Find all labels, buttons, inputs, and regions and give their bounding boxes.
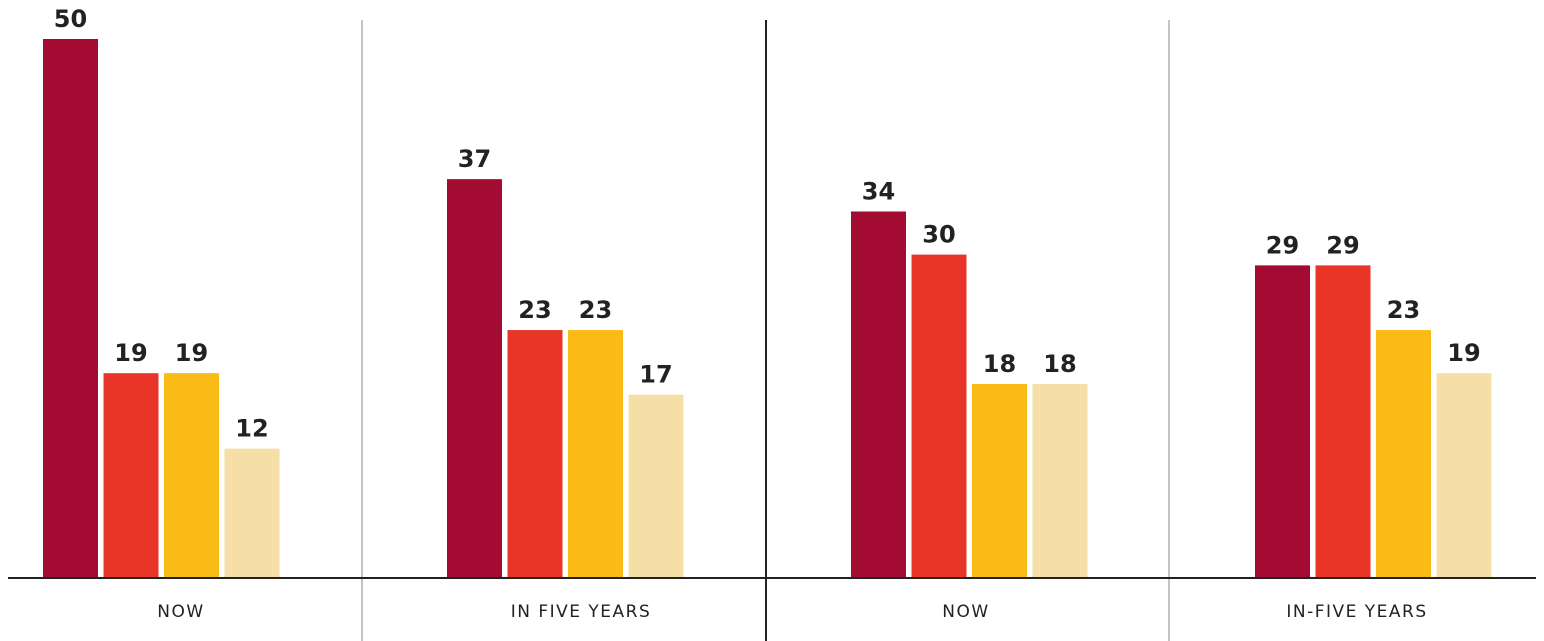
data-label-group-3-series-2: 30 xyxy=(922,221,955,249)
category-label-3: NOW xyxy=(942,602,989,622)
data-label-group-2-series-1: 37 xyxy=(458,145,491,173)
data-label-group-2-series-2: 23 xyxy=(518,296,551,324)
data-label-group-1-series-4: 12 xyxy=(235,415,268,443)
bar-group-1-series-3 xyxy=(164,373,219,578)
data-label-group-2-series-4: 17 xyxy=(639,361,672,389)
data-label-group-4-series-3: 23 xyxy=(1387,296,1420,324)
bar-group-2-series-3 xyxy=(568,330,623,578)
bar-group-4-series-1 xyxy=(1255,265,1310,578)
data-label-group-1-series-2: 19 xyxy=(114,339,147,367)
bar-group-4-series-2 xyxy=(1315,265,1371,578)
bar-group-1-series-1 xyxy=(43,39,98,578)
bar-group-3-series-4 xyxy=(1032,383,1088,578)
data-label-group-4-series-1: 29 xyxy=(1266,231,1299,259)
bar-group-1-series-4 xyxy=(224,448,280,578)
data-label-group-1-series-1: 50 xyxy=(54,5,87,33)
category-label-2: IN FIVE YEARS xyxy=(511,602,652,622)
category-label-4: IN-FIVE YEARS xyxy=(1286,602,1427,622)
bar-group-2-series-2 xyxy=(507,330,563,578)
bar-group-3-series-3 xyxy=(972,383,1027,578)
bar-group-3-series-1 xyxy=(851,211,906,579)
bar-group-1-series-2 xyxy=(103,373,159,578)
data-label-group-1-series-3: 19 xyxy=(175,339,208,367)
bar-group-2-series-1 xyxy=(447,179,502,578)
data-label-group-3-series-1: 34 xyxy=(862,177,895,205)
bar-group-2-series-4 xyxy=(628,394,684,578)
bar-group-4-series-4 xyxy=(1436,373,1492,578)
data-label-group-3-series-4: 18 xyxy=(1043,350,1076,378)
data-label-group-2-series-3: 23 xyxy=(579,296,612,324)
data-label-group-4-series-4: 19 xyxy=(1447,339,1480,367)
data-label-group-4-series-2: 29 xyxy=(1326,231,1359,259)
bar-group-4-series-3 xyxy=(1376,330,1431,578)
bar-group-3-series-2 xyxy=(911,254,967,578)
category-label-1: NOW xyxy=(157,602,204,622)
data-label-group-3-series-3: 18 xyxy=(983,350,1016,378)
